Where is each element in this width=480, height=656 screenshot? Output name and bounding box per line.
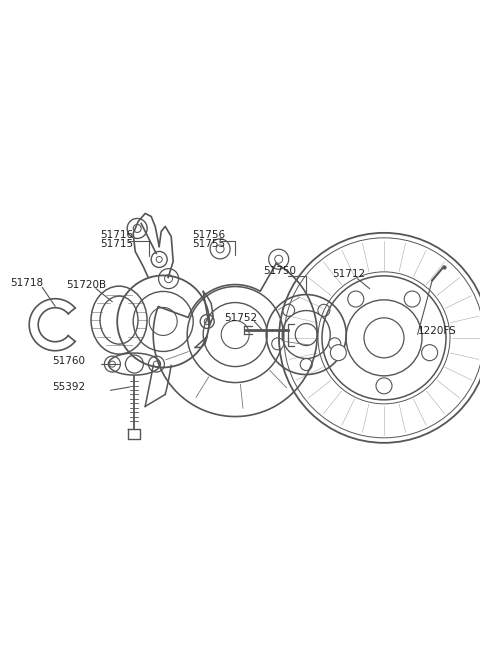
Text: 51756: 51756 [192, 230, 225, 240]
Text: 51716: 51716 [100, 230, 133, 240]
Circle shape [404, 291, 420, 307]
Circle shape [221, 321, 249, 348]
Circle shape [329, 338, 341, 350]
Circle shape [318, 304, 330, 316]
Text: 51755: 51755 [192, 239, 225, 249]
Circle shape [300, 359, 312, 371]
Text: 51760: 51760 [52, 356, 85, 366]
Text: 51720B: 51720B [66, 280, 107, 291]
Text: 51752: 51752 [225, 313, 258, 323]
Text: 51715: 51715 [100, 239, 133, 249]
Text: 1220FS: 1220FS [418, 326, 456, 337]
Circle shape [283, 304, 295, 316]
Text: 55392: 55392 [52, 382, 85, 392]
Circle shape [376, 378, 392, 394]
Circle shape [421, 344, 438, 361]
Text: 51718: 51718 [11, 278, 44, 289]
Text: 51712: 51712 [333, 269, 366, 279]
Circle shape [348, 291, 364, 307]
Circle shape [330, 344, 347, 361]
Circle shape [272, 338, 284, 350]
Text: 51750: 51750 [263, 266, 296, 276]
